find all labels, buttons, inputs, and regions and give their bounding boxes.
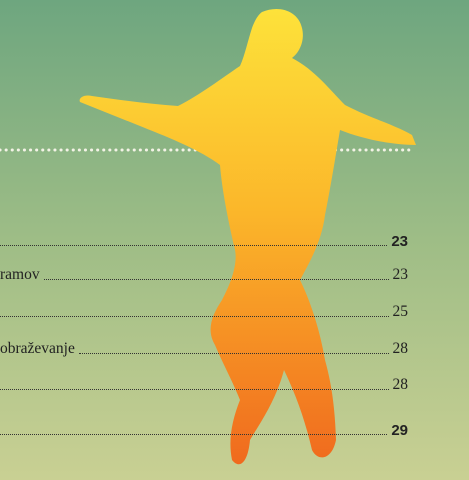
page-number: 29 (391, 422, 408, 439)
page: 23ramov2325obraževanje282829 (() => { co… (0, 0, 469, 480)
entry-title: obraževanje (0, 340, 79, 358)
entry-title: ramov (0, 266, 44, 284)
toc-entry: 29 (0, 419, 408, 439)
toc-entry: obraževanje 28 (0, 338, 408, 358)
toc-entry: ramov 23 (0, 264, 408, 284)
dot-leader (0, 389, 389, 390)
dot-leader (44, 279, 389, 280)
dot-leader (0, 434, 387, 435)
page-number: 28 (393, 376, 409, 394)
dot-leader (0, 316, 389, 317)
toc-entry: 23 (0, 230, 408, 250)
page-number: 23 (393, 266, 409, 284)
toc-entry: 25 (0, 301, 408, 321)
page-number: 28 (393, 340, 409, 358)
page-number: 25 (393, 303, 409, 321)
dot-leader (0, 245, 387, 246)
dot-leader (79, 353, 389, 354)
toc-entry: 28 (0, 374, 408, 394)
page-number: 23 (391, 233, 408, 250)
